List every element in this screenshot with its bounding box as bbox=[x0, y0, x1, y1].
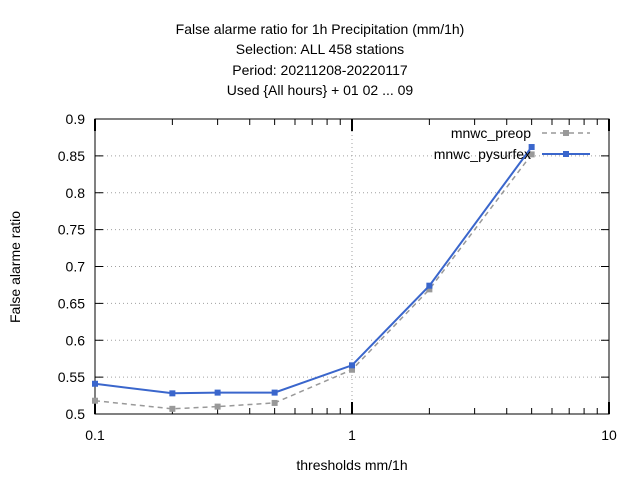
x-tick-label: 1 bbox=[348, 427, 356, 443]
tick-label-layer: 0.5 0.55 0.6 0.65 0.7 0.75 0.8 0.85 0.9 0.1 1 10 bbox=[58, 111, 617, 443]
data-point-mnwc_pysurfex bbox=[214, 389, 221, 396]
chart-title-line-2: Selection: ALL 458 stations bbox=[235, 41, 405, 57]
chart-title-line-1: False alarme ratio for 1h Precipitation … bbox=[175, 21, 465, 37]
y-axis-label: False alarme ratio bbox=[7, 211, 23, 323]
x-tick-label: 10 bbox=[601, 427, 617, 443]
x-tick-label: 0.1 bbox=[85, 427, 105, 443]
y-tick-label: 0.7 bbox=[66, 259, 86, 275]
legend-marker-mnwc_preop bbox=[563, 130, 569, 136]
series-layer bbox=[92, 144, 535, 412]
data-point-mnwc_preop bbox=[169, 405, 176, 412]
data-point-mnwc_preop bbox=[426, 286, 433, 293]
data-point-mnwc_pysurfex bbox=[92, 380, 98, 387]
data-point-mnwc_preop bbox=[214, 403, 221, 410]
legend-label-mnwc_preop: mnwc_preop bbox=[451, 125, 531, 141]
legend: mnwc_preop mnwc_pysurfex bbox=[434, 125, 590, 162]
series-line-mnwc_pysurfex bbox=[94, 146, 533, 395]
data-point-mnwc_preop bbox=[528, 151, 535, 158]
data-point-mnwc_pysurfex bbox=[426, 282, 433, 289]
data-point-mnwc_pysurfex bbox=[271, 389, 278, 396]
y-tick-label: 0.9 bbox=[66, 111, 86, 127]
y-tick-label: 0.85 bbox=[58, 148, 85, 164]
legend-marker-mnwc_pysurfex bbox=[563, 151, 569, 157]
plot-frame bbox=[94, 118, 610, 415]
data-point-mnwc_preop bbox=[92, 397, 98, 404]
y-tick-label: 0.65 bbox=[58, 295, 85, 311]
y-tick-label: 0.5 bbox=[66, 406, 86, 422]
data-point-mnwc_pysurfex bbox=[349, 362, 355, 369]
x-axis-label: thresholds mm/1h bbox=[296, 457, 407, 473]
chart-title-line-4: Used {All hours} + 01 02 ... 09 bbox=[226, 82, 414, 98]
data-point-mnwc_pysurfex bbox=[528, 144, 535, 151]
chart-title-line-3: Period: 20211208-20220117 bbox=[232, 62, 408, 78]
data-point-mnwc_preop bbox=[271, 399, 278, 406]
y-tick-label: 0.75 bbox=[58, 222, 85, 238]
data-point-mnwc_preop bbox=[349, 366, 355, 373]
series-line-mnwc_preop bbox=[94, 153, 533, 410]
legend-label-mnwc_pysurfex: mnwc_pysurfex bbox=[434, 146, 531, 162]
grid-layer bbox=[95, 119, 609, 414]
data-point-mnwc_pysurfex bbox=[169, 390, 176, 397]
y-tick-label: 0.8 bbox=[66, 185, 86, 201]
y-tick-label: 0.6 bbox=[66, 332, 86, 348]
y-tick-label: 0.55 bbox=[58, 369, 85, 385]
